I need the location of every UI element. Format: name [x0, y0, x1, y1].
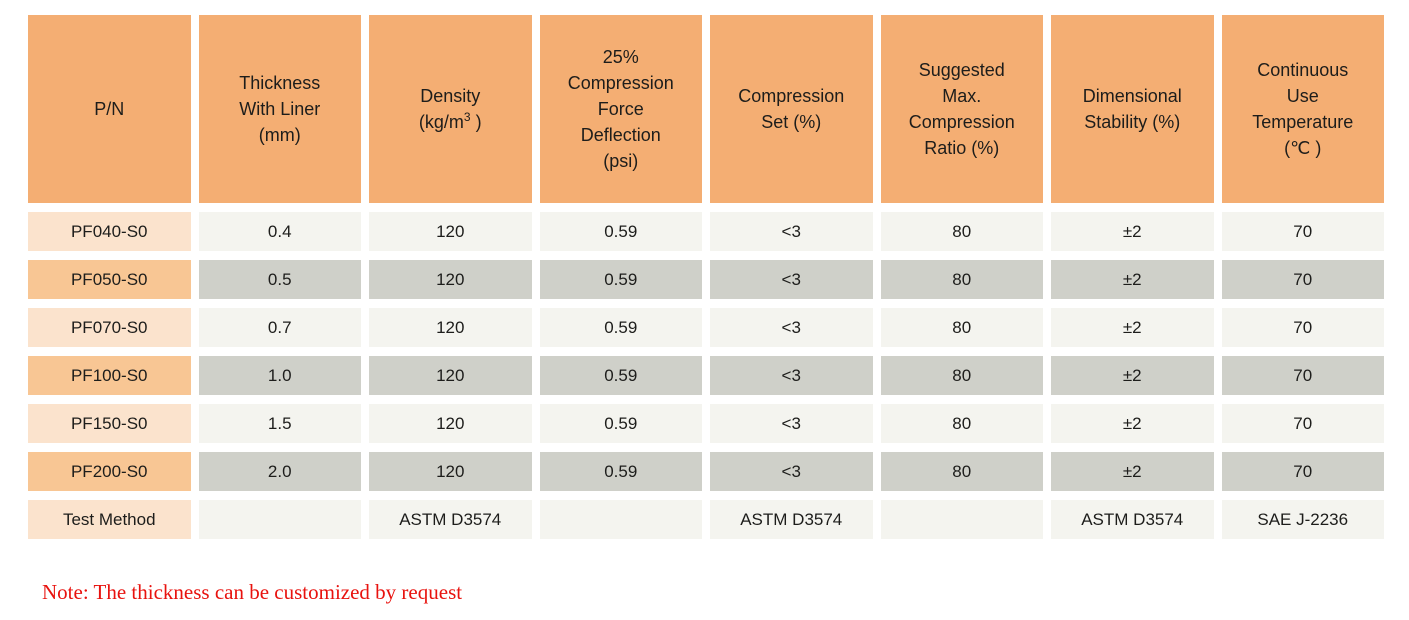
cell-thickness: 0.7 — [198, 308, 361, 347]
cell-cfd: 0.59 — [539, 452, 702, 491]
cell-density: ASTM D3574 — [369, 500, 532, 539]
cell-cfd: 0.59 — [539, 308, 702, 347]
cell-pn: PF040-S0 — [28, 212, 191, 251]
header-temperature-label: Continuous — [1257, 60, 1349, 80]
cell-thickness — [198, 500, 361, 539]
cell-max-compression-ratio — [880, 500, 1043, 539]
header-cfd-label: Force — [597, 99, 644, 119]
density-unit-prefix: (kg/m — [418, 112, 464, 132]
cell-cfd: 0.59 — [539, 356, 702, 395]
cell-temperature: 70 — [1221, 356, 1384, 395]
cell-thickness: 0.5 — [198, 260, 361, 299]
cell-compression-set: <3 — [710, 356, 873, 395]
header-thickness-label: Thickness — [239, 73, 321, 93]
cell-density: 120 — [369, 356, 532, 395]
cell-cfd: 0.59 — [539, 260, 702, 299]
cell-density: 120 — [369, 452, 532, 491]
cell-pn: PF150-S0 — [28, 404, 191, 443]
cell-cfd: 0.59 — [539, 212, 702, 251]
header-dimensional-stability-label: Stability (%) — [1084, 112, 1181, 132]
header-max-compression-ratio-label: Suggested — [918, 60, 1005, 80]
header-temperature-unit: (℃ ) — [1284, 138, 1322, 158]
cell-thickness: 1.0 — [198, 356, 361, 395]
cell-dimensional-stability: ±2 — [1051, 308, 1214, 347]
header-cfd-label: Deflection — [580, 125, 661, 145]
header-density-label: Density — [420, 86, 481, 106]
cell-temperature: 70 — [1221, 404, 1384, 443]
cell-pn: PF100-S0 — [28, 356, 191, 395]
header-thickness-label: With Liner — [239, 99, 321, 119]
header-cfd-unit: (psi) — [603, 151, 639, 171]
cell-pn: PF200-S0 — [28, 452, 191, 491]
header-pn-label: P/N — [94, 99, 125, 119]
header-temperature-label: Temperature — [1252, 112, 1354, 132]
cell-dimensional-stability: ±2 — [1051, 356, 1214, 395]
cell-cfd: 0.59 — [539, 404, 702, 443]
header-density-unit: (kg/m3 ) — [419, 109, 482, 135]
header-pn: P/N — [28, 15, 191, 203]
cell-max-compression-ratio: 80 — [880, 212, 1043, 251]
header-max-compression-ratio-label: Max. — [942, 86, 982, 106]
cell-temperature: 70 — [1221, 260, 1384, 299]
cell-temperature: 70 — [1221, 212, 1384, 251]
header-thickness: Thickness With Liner (mm) — [198, 15, 361, 203]
cell-max-compression-ratio: 80 — [880, 404, 1043, 443]
cell-dimensional-stability: ±2 — [1051, 404, 1214, 443]
cell-compression-set: ASTM D3574 — [710, 500, 873, 539]
cell-pn: PF050-S0 — [28, 260, 191, 299]
header-max-compression-ratio: Suggested Max. Compression Ratio (%) — [880, 15, 1043, 203]
cell-compression-set: <3 — [710, 452, 873, 491]
cell-thickness: 0.4 — [198, 212, 361, 251]
cell-compression-set: <3 — [710, 260, 873, 299]
header-max-compression-ratio-label: Ratio (%) — [924, 138, 1000, 158]
cell-pn: Test Method — [28, 500, 191, 539]
header-cfd: 25% Compression Force Deflection (psi) — [539, 15, 702, 203]
header-dimensional-stability-label: Dimensional — [1082, 86, 1182, 106]
cell-temperature: 70 — [1221, 308, 1384, 347]
spec-table: P/N Thickness With Liner (mm) Density (k… — [28, 15, 1384, 539]
header-cfd-label: 25% — [602, 47, 639, 67]
cell-max-compression-ratio: 80 — [880, 452, 1043, 491]
cell-density: 120 — [369, 404, 532, 443]
cell-dimensional-stability: ±2 — [1051, 452, 1214, 491]
cell-thickness: 2.0 — [198, 452, 361, 491]
cell-compression-set: <3 — [710, 212, 873, 251]
header-compression-set-label: Set (%) — [761, 112, 822, 132]
cell-temperature: 70 — [1221, 452, 1384, 491]
cell-compression-set: <3 — [710, 404, 873, 443]
cell-density: 120 — [369, 308, 532, 347]
cell-max-compression-ratio: 80 — [880, 260, 1043, 299]
cell-density: 120 — [369, 260, 532, 299]
cell-compression-set: <3 — [710, 308, 873, 347]
cell-dimensional-stability: ±2 — [1051, 260, 1214, 299]
density-unit-sup: 3 — [463, 110, 471, 124]
cell-dimensional-stability: ±2 — [1051, 212, 1214, 251]
header-temperature: Continuous Use Temperature (℃ ) — [1221, 15, 1384, 203]
cell-density: 120 — [369, 212, 532, 251]
header-max-compression-ratio-label: Compression — [908, 112, 1015, 132]
cell-thickness: 1.5 — [198, 404, 361, 443]
cell-dimensional-stability: ASTM D3574 — [1051, 500, 1214, 539]
note-text: Note: The thickness can be customized by… — [42, 580, 463, 604]
header-temperature-label: Use — [1286, 86, 1319, 106]
header-compression-set: Compression Set (%) — [710, 15, 873, 203]
header-compression-set-label: Compression — [738, 86, 845, 106]
header-density: Density (kg/m3 ) — [369, 15, 532, 203]
cell-max-compression-ratio: 80 — [880, 356, 1043, 395]
cell-temperature: SAE J-2236 — [1221, 500, 1384, 539]
header-cfd-label: Compression — [567, 73, 674, 93]
cell-cfd — [539, 500, 702, 539]
header-dimensional-stability: Dimensional Stability (%) — [1051, 15, 1214, 203]
cell-max-compression-ratio: 80 — [880, 308, 1043, 347]
density-unit-suffix: ) — [470, 112, 482, 132]
cell-pn: PF070-S0 — [28, 308, 191, 347]
header-thickness-unit: (mm) — [258, 125, 301, 145]
